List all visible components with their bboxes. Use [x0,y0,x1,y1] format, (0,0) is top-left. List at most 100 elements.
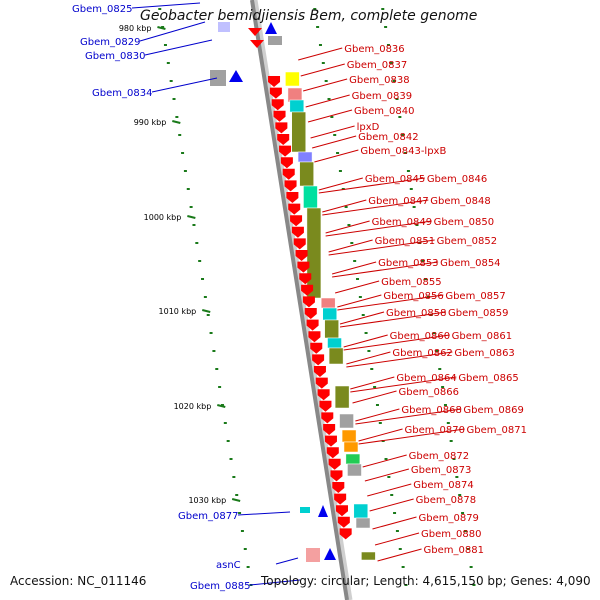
forward-gene-label: Gbem_0851 [375,236,435,247]
tick-label: 1010 kbp [159,307,197,316]
tick-dot [390,494,394,496]
forward-leader-line [325,220,370,234]
forward-gene-arrow [299,273,312,285]
tick-dot [458,494,462,496]
forward-gene-arrow [269,87,282,99]
forward-gene-arrow [277,134,290,145]
reverse-cog-block [300,507,310,513]
tick-dot [324,80,328,82]
forward-gene-arrow [330,470,343,482]
cog-block [303,185,318,209]
forward-gene-label: Gbem_0872 [409,451,469,462]
backbone-shadow [252,0,353,600]
forward-gene-arrow [280,157,293,169]
forward-gene-label: Gbem_0846 [427,174,487,185]
forward-gene-arrow [323,424,336,435]
forward-gene-arrow [313,366,326,377]
forward-gene-label: Gbem_0879 [418,513,478,524]
forward-gene-arrow [293,238,306,250]
forward-gene-label: Gbem_0873 [411,465,471,476]
tick-dot [412,206,416,208]
tick-mark [231,498,241,502]
tick-mark [217,404,226,408]
tick-dot [158,8,162,10]
tick-dot [215,368,219,370]
forward-gene-arrow [335,505,348,517]
forward-leader-line [331,261,377,275]
forward-gene-arrow [279,145,292,157]
tick-dot [212,350,216,352]
forward-gene-arrow [290,215,303,227]
tick-mark [172,120,181,124]
forward-gene-arrow [301,284,314,296]
tick-mark [157,26,166,30]
tick-dot [395,530,399,532]
tick-dot [201,278,205,280]
reverse-leader-line [131,2,201,9]
tick-dot [341,188,345,190]
forward-leader-line [303,78,348,92]
tick-dot [441,386,445,388]
cog-block [327,337,342,349]
forward-gene-label: Gbem_0857 [445,291,505,302]
reverse-leader-line [237,511,291,516]
tick-dot [169,80,173,82]
tick-dot [446,422,450,424]
tick-dots [158,8,476,586]
cog-block [291,111,306,153]
forward-gene-label: lpxD [357,122,380,133]
tick-dot [166,62,170,64]
cog-block [322,307,338,321]
forward-gene-label: Gbem_0843-lpxB [360,146,446,157]
reverse-gene-arrow [265,22,277,34]
forward-gene-arrow [317,389,330,401]
forward-leader-line [339,311,447,328]
forward-gene-arrow [250,40,264,48]
tick-dot [449,440,453,442]
reverse-cog-block [210,70,226,86]
forward-leader-line [355,408,462,425]
forward-gene-arrow [273,110,286,122]
forward-gene-arrow [275,122,288,134]
forward-leader-line [332,261,439,278]
forward-leader-line [355,408,400,422]
reverse-gene-label: asnC [216,560,241,571]
forward-gene-label: Gbem_0850 [434,217,494,228]
tick-dot [452,458,456,460]
forward-gene-label: Gbem_0869 [463,405,523,416]
reverse-leader-line [144,39,213,56]
tick-dot [438,368,442,370]
tick-dot [435,350,439,352]
forward-leader-line [374,532,420,546]
forward-gene-label: Gbem_0855 [381,277,441,288]
forward-leader-line [298,47,343,61]
forward-gene-label: Gbem_0856 [383,291,443,302]
forward-gene-arrow [295,250,308,261]
tick-dot [406,170,410,172]
tick-dot [432,332,436,334]
tick-label: 1000 kbp [144,213,182,222]
forward-gene-label: Gbem_0871 [467,425,527,436]
tick-dot [367,350,371,352]
cog-block [285,71,300,87]
gene-labels: Gbem_0825 Gbem_0829 Gbem_0830 Gbem_0834 Gbem… [72,4,527,592]
tick-dot [220,404,224,406]
cog-block [289,99,305,113]
reverse-gene-label: Gbem_0829 [80,37,140,48]
forward-gene-label: Gbem_0866 [399,387,459,398]
tick-dot [321,62,325,64]
tick-dot [338,170,342,172]
tick-dot [229,458,233,460]
tick-dot [181,152,185,154]
tick-dot [192,224,196,226]
forward-leader-line [322,199,367,213]
tick-dot [381,8,385,10]
tick-dot [206,314,210,316]
tick-dot [350,242,354,244]
forward-leader-line [352,390,397,404]
cog-block [324,319,339,339]
forward-gene-label: Gbem_0859 [448,308,508,319]
tick-dot [336,152,340,154]
forward-gene-arrow [332,482,345,493]
tick-dot [384,26,388,28]
